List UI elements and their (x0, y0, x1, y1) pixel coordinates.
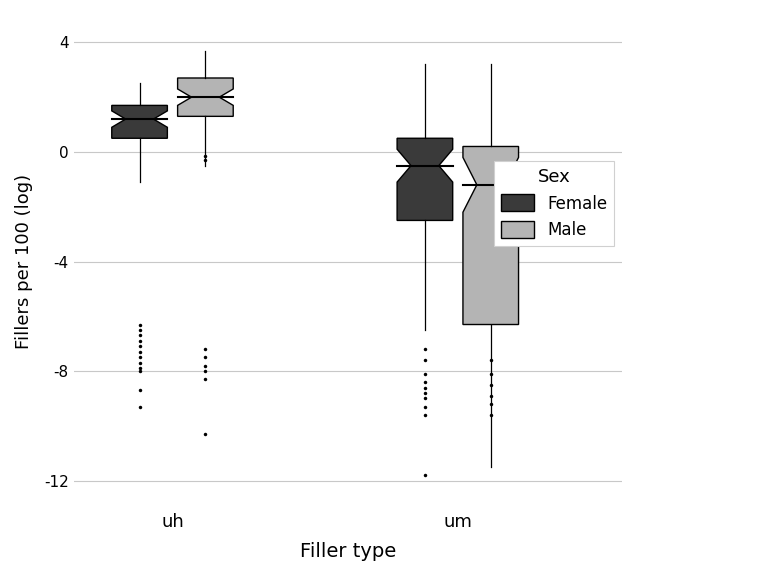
Y-axis label: Fillers per 100 (log): Fillers per 100 (log) (15, 174, 33, 349)
Polygon shape (112, 105, 167, 138)
Polygon shape (397, 138, 452, 221)
Polygon shape (463, 146, 518, 324)
Polygon shape (177, 78, 233, 116)
Legend: Female, Male: Female, Male (494, 161, 614, 246)
X-axis label: Filler type: Filler type (300, 542, 396, 561)
